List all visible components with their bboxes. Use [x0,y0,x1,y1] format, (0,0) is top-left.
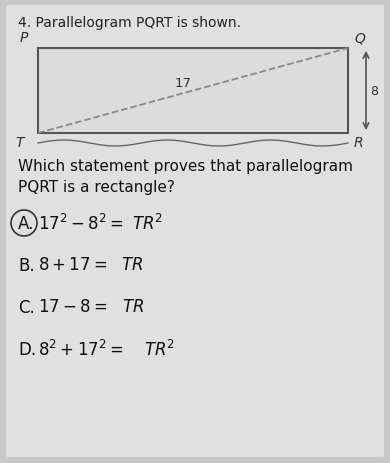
Text: 8: 8 [370,85,378,98]
Text: C.: C. [18,298,35,316]
Text: $\mathit{TR}$: $\mathit{TR}$ [121,257,143,274]
Text: $17^{2} - 8^{2} = $: $17^{2} - 8^{2} = $ [38,213,124,233]
Text: $\mathit{TR}^{2}$: $\mathit{TR}^{2}$ [144,339,175,359]
Text: T: T [16,136,24,150]
Text: $\mathit{TR}$: $\mathit{TR}$ [122,299,144,316]
Text: D.: D. [18,340,36,358]
Text: $8^{2} + 17^{2} = $: $8^{2} + 17^{2} = $ [38,339,124,359]
Text: B.: B. [18,257,35,275]
Text: R: R [354,136,363,150]
Text: $8 + 17 = $: $8 + 17 = $ [38,257,108,274]
Text: $\mathit{TR}^{2}$: $\mathit{TR}^{2}$ [132,213,163,233]
Polygon shape [38,49,348,134]
Text: Which statement proves that parallelogram
PQRT is a rectangle?: Which statement proves that parallelogra… [18,159,353,194]
Text: $17 - 8 = $: $17 - 8 = $ [38,299,108,316]
Text: 4. Parallelogram PQRT is shown.: 4. Parallelogram PQRT is shown. [18,16,241,30]
Text: A.: A. [18,214,34,232]
Text: 17: 17 [174,77,191,90]
Text: Q: Q [354,31,365,45]
FancyBboxPatch shape [6,6,384,457]
Text: P: P [20,31,28,45]
